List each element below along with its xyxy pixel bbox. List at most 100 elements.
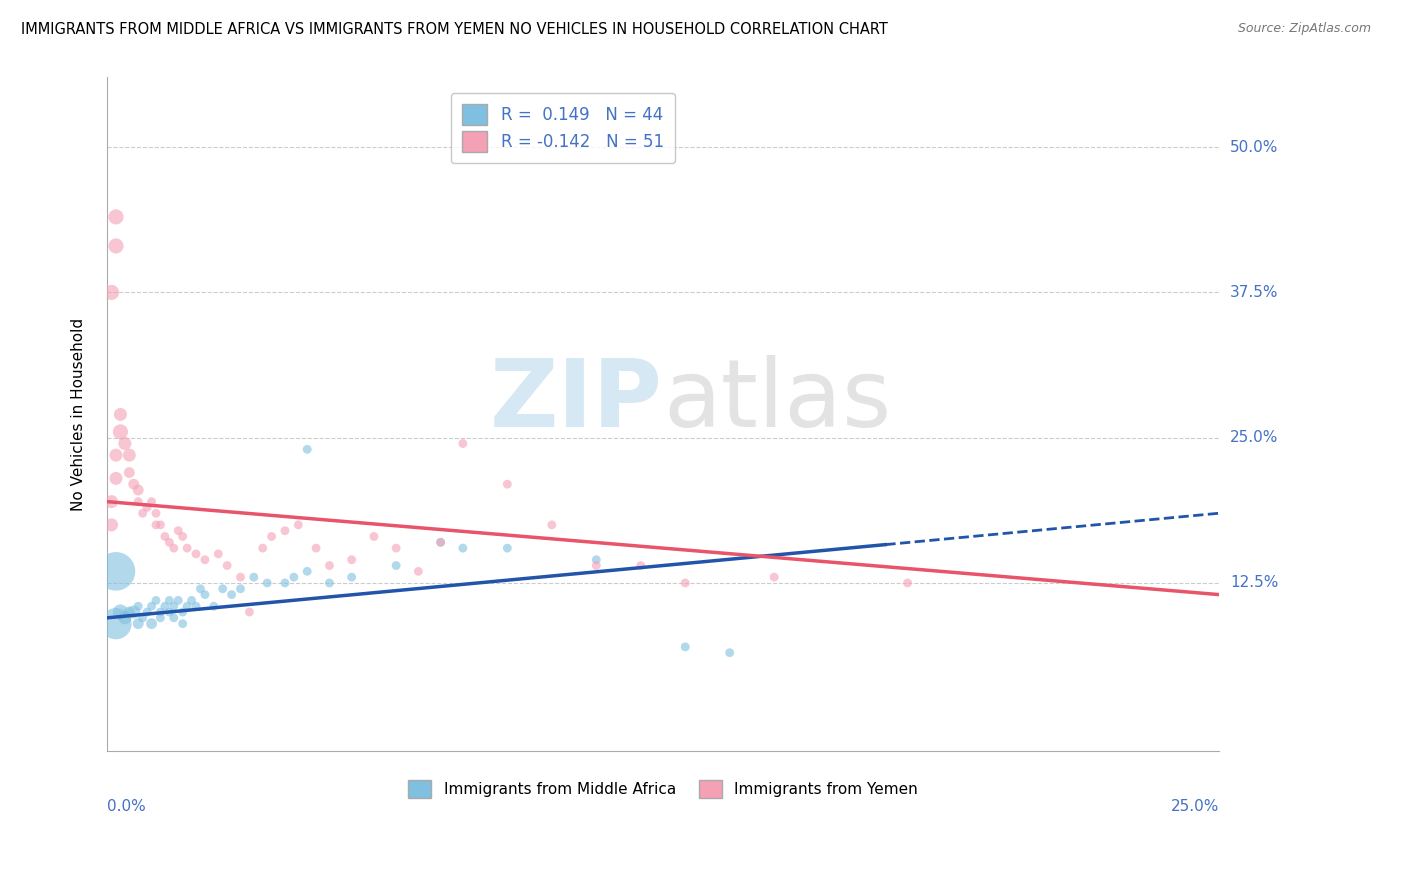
Point xyxy=(145,517,167,532)
Point xyxy=(163,599,186,614)
Point xyxy=(145,593,167,607)
Point xyxy=(110,425,132,439)
Point xyxy=(260,529,283,543)
Point xyxy=(110,605,132,619)
Point xyxy=(283,570,305,584)
Point xyxy=(104,616,127,631)
Point xyxy=(897,576,920,591)
Point xyxy=(172,529,194,543)
Point xyxy=(318,576,340,591)
Point xyxy=(172,605,194,619)
Point xyxy=(318,558,340,573)
Point xyxy=(163,611,186,625)
Point xyxy=(295,565,318,579)
Point xyxy=(385,541,408,555)
Point xyxy=(340,570,363,584)
Point xyxy=(630,558,652,573)
Text: 37.5%: 37.5% xyxy=(1230,285,1278,300)
Point xyxy=(118,605,141,619)
Point xyxy=(385,558,408,573)
Point xyxy=(127,483,149,497)
Point xyxy=(238,605,260,619)
Text: 25.0%: 25.0% xyxy=(1171,798,1219,814)
Text: Source: ZipAtlas.com: Source: ZipAtlas.com xyxy=(1237,22,1371,36)
Point xyxy=(243,570,266,584)
Point xyxy=(172,616,194,631)
Point xyxy=(127,616,149,631)
Point xyxy=(363,529,385,543)
Point xyxy=(274,576,297,591)
Point xyxy=(114,611,136,625)
Point xyxy=(451,541,474,555)
Point xyxy=(295,442,318,457)
Text: 25.0%: 25.0% xyxy=(1230,430,1278,445)
Legend: Immigrants from Middle Africa, Immigrants from Yemen: Immigrants from Middle Africa, Immigrant… xyxy=(402,773,924,805)
Point xyxy=(540,517,562,532)
Point xyxy=(585,558,607,573)
Point xyxy=(149,611,172,625)
Point xyxy=(496,541,519,555)
Point xyxy=(149,605,172,619)
Point xyxy=(252,541,274,555)
Point xyxy=(141,599,163,614)
Point xyxy=(256,576,278,591)
Point xyxy=(157,535,180,549)
Point xyxy=(131,506,153,520)
Y-axis label: No Vehicles in Household: No Vehicles in Household xyxy=(72,318,86,511)
Point xyxy=(122,605,145,619)
Point xyxy=(176,541,198,555)
Point xyxy=(207,547,229,561)
Point xyxy=(451,436,474,450)
Point xyxy=(104,471,127,485)
Point xyxy=(118,448,141,462)
Point xyxy=(673,640,696,654)
Point xyxy=(190,582,212,596)
Point xyxy=(194,552,217,566)
Point xyxy=(176,599,198,614)
Point xyxy=(153,599,176,614)
Point xyxy=(211,582,233,596)
Text: IMMIGRANTS FROM MIDDLE AFRICA VS IMMIGRANTS FROM YEMEN NO VEHICLES IN HOUSEHOLD : IMMIGRANTS FROM MIDDLE AFRICA VS IMMIGRA… xyxy=(21,22,889,37)
Point xyxy=(340,552,363,566)
Point xyxy=(118,466,141,480)
Text: 50.0%: 50.0% xyxy=(1230,140,1278,154)
Point xyxy=(122,477,145,491)
Point xyxy=(194,588,217,602)
Point xyxy=(229,570,252,584)
Text: ZIP: ZIP xyxy=(491,355,664,447)
Point xyxy=(100,494,122,508)
Point xyxy=(585,552,607,566)
Point xyxy=(100,517,122,532)
Point xyxy=(229,582,252,596)
Point xyxy=(104,239,127,253)
Point xyxy=(180,593,202,607)
Point xyxy=(217,558,239,573)
Point xyxy=(496,477,519,491)
Point xyxy=(141,494,163,508)
Text: 12.5%: 12.5% xyxy=(1230,575,1278,591)
Point xyxy=(184,547,207,561)
Point xyxy=(157,605,180,619)
Point xyxy=(429,535,451,549)
Point xyxy=(673,576,696,591)
Point xyxy=(104,565,127,579)
Point xyxy=(136,605,159,619)
Point xyxy=(202,599,225,614)
Point xyxy=(221,588,243,602)
Text: atlas: atlas xyxy=(664,355,891,447)
Point xyxy=(305,541,328,555)
Point xyxy=(100,285,122,300)
Point xyxy=(114,436,136,450)
Point xyxy=(104,210,127,224)
Point xyxy=(429,535,451,549)
Point xyxy=(153,529,176,543)
Point xyxy=(167,593,190,607)
Point xyxy=(104,448,127,462)
Point xyxy=(127,494,149,508)
Point xyxy=(110,408,132,422)
Point xyxy=(163,541,186,555)
Point xyxy=(408,565,430,579)
Point xyxy=(141,616,163,631)
Point xyxy=(127,599,149,614)
Point xyxy=(184,599,207,614)
